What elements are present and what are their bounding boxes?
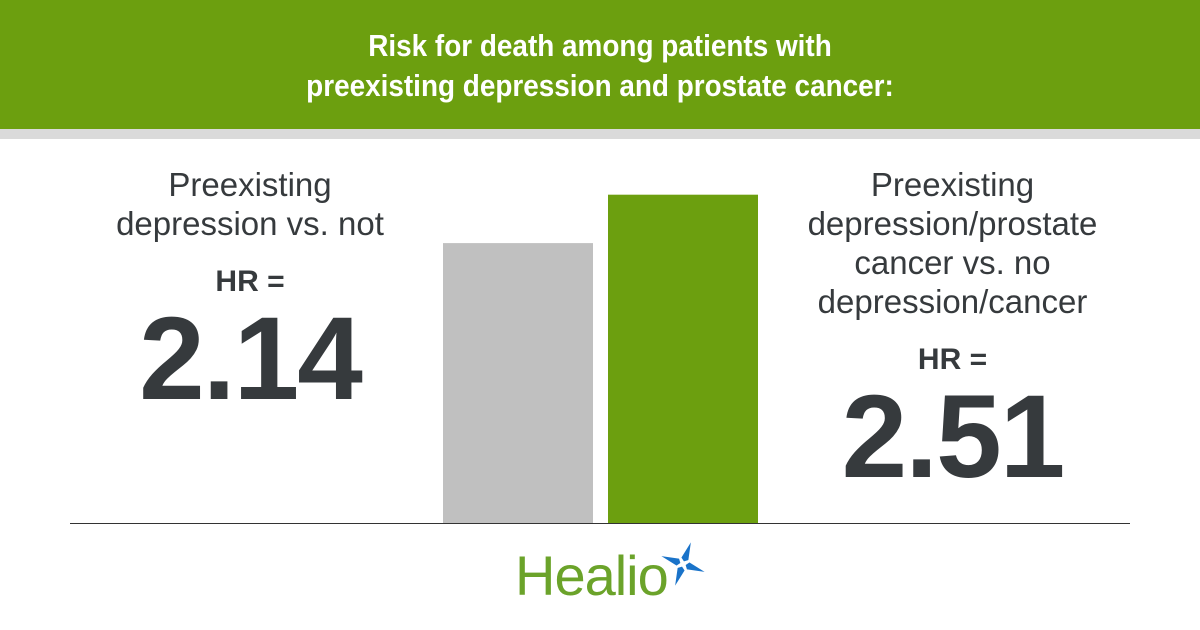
right-stat: Preexisting depression/prostate cancer v… <box>775 165 1130 497</box>
left-label-2: depression vs. not <box>116 205 384 242</box>
left-label-1: Preexisting <box>168 166 332 203</box>
right-hr-label: HR = <box>917 343 988 376</box>
divider-strip <box>0 129 1200 139</box>
logo-text: Healio <box>515 544 669 607</box>
bar-2 <box>608 194 758 523</box>
star-icon <box>661 542 705 586</box>
right-hr-value: 2.51 <box>841 371 1066 503</box>
title-banner: Risk for death among patients with preex… <box>0 0 1200 129</box>
title-line-2: preexisting depression and prostate canc… <box>306 68 894 103</box>
left-stat: Preexisting depression vs. not HR = 2.14 <box>80 165 420 419</box>
right-label-4: depression/cancer <box>817 283 1088 320</box>
right-label-1: Preexisting <box>870 166 1035 203</box>
left-hr-value: 2.14 <box>139 293 363 425</box>
right-label-2: depression/prostate <box>807 205 1098 242</box>
baseline <box>70 523 1130 524</box>
bar-1 <box>443 243 593 523</box>
left-hr-label: HR = <box>215 265 285 298</box>
right-label-3: cancer vs. no <box>854 244 1051 281</box>
healio-logo: Healio <box>515 542 705 608</box>
title-line-1: Risk for death among patients with <box>368 28 832 63</box>
